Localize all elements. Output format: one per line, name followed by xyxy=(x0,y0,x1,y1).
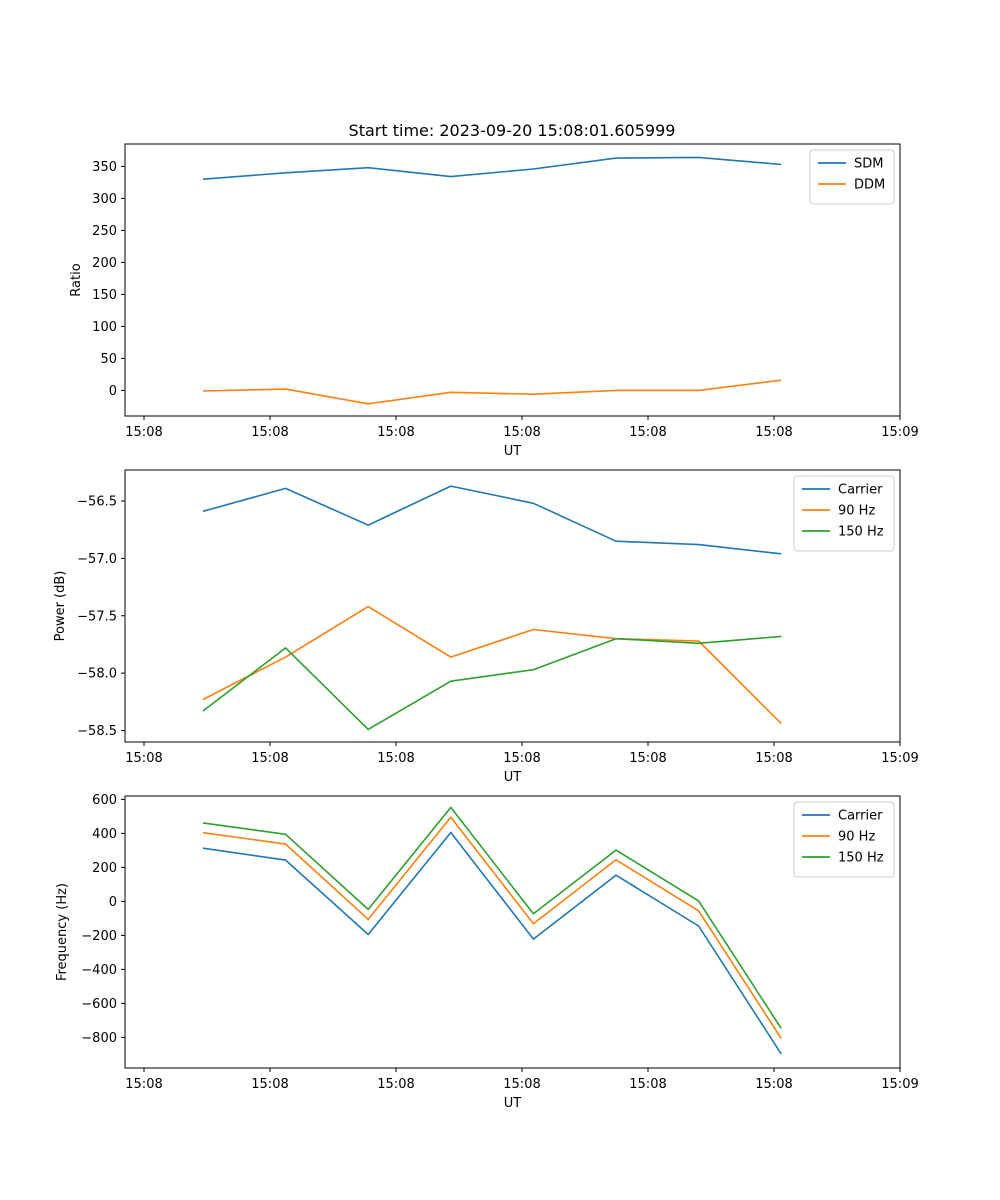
x-axis-label: UT xyxy=(504,1096,522,1111)
x-tick-label: 15:09 xyxy=(881,425,918,440)
legend-entry: Carrier xyxy=(838,483,883,498)
x-tick-label: 15:08 xyxy=(251,751,288,766)
legend-entry: 90 Hz xyxy=(838,830,875,845)
panel-2: 15:08 15:08 15:08 15:08 15:08 15:08 15:09 −56.5… xyxy=(53,469,919,785)
legend-entry: 150 Hz xyxy=(838,851,884,866)
x-tick-label: 15:08 xyxy=(125,751,162,766)
y-tick-label: 300 xyxy=(92,192,117,207)
y-tick-label: −56.5 xyxy=(77,494,117,509)
y-tick-label: 100 xyxy=(92,320,117,335)
series-line-150-hz xyxy=(202,806,782,1029)
y-axis-label: Ratio xyxy=(69,263,84,296)
x-tick-label: 15:08 xyxy=(125,425,162,440)
x-tick-label: 15:08 xyxy=(251,1077,288,1092)
series-line-sdm xyxy=(202,156,782,180)
y-tick-label: −200 xyxy=(81,929,117,944)
x-tick-label: 15:08 xyxy=(251,425,288,440)
y-tick-label: −57.0 xyxy=(77,552,117,567)
chart-title: Start time: 2023-09-20 15:08:01.605999 xyxy=(349,121,676,140)
panel-3: 15:08 15:08 15:08 15:08 15:08 15:08 15:09 600 40… xyxy=(55,793,919,1111)
x-tick-label: 15:08 xyxy=(755,425,792,440)
x-tick-label: 15:09 xyxy=(881,751,918,766)
x-tick-label: 15:08 xyxy=(125,1077,162,1092)
series-line-150-hz xyxy=(202,635,782,731)
legend-entry: Carrier xyxy=(838,809,883,824)
legend-entry: 90 Hz xyxy=(838,504,875,519)
x-tick-label: 15:08 xyxy=(755,1077,792,1092)
x-tick-label: 15:08 xyxy=(377,1077,414,1092)
y-tick-label: 350 xyxy=(92,160,117,175)
y-tick-label: −400 xyxy=(81,963,117,978)
series-line-90-hz xyxy=(202,816,782,1039)
y-tick-label: 0 xyxy=(109,384,117,399)
x-tick-label: 15:08 xyxy=(629,751,666,766)
series-line-carrier xyxy=(202,485,782,555)
x-tick-label: 15:08 xyxy=(377,425,414,440)
x-axis-label: UT xyxy=(504,770,522,785)
series-line-carrier xyxy=(202,831,782,1055)
y-tick-label: −800 xyxy=(81,1031,117,1046)
x-tick-label: 15:09 xyxy=(881,1077,918,1092)
y-tick-label: 150 xyxy=(92,288,117,303)
legend: Carrier 90 Hz 150 Hz xyxy=(793,475,895,552)
x-tick-label: 15:08 xyxy=(503,425,540,440)
legend: Carrier 90 Hz 150 Hz xyxy=(793,801,895,878)
x-tick-label: 15:08 xyxy=(377,751,414,766)
x-tick-label: 15:08 xyxy=(755,751,792,766)
y-tick-label: −57.5 xyxy=(77,609,117,624)
axes-frame xyxy=(124,469,901,743)
y-axis-label: Power (dB) xyxy=(53,571,68,642)
legend-entry: SDM xyxy=(854,157,883,172)
y-axis-label: Frequency (Hz) xyxy=(55,883,70,981)
legend-box xyxy=(793,475,895,552)
legend: SDM DDM xyxy=(809,149,895,205)
axes-frame xyxy=(124,795,901,1069)
y-tick-label: 400 xyxy=(92,827,117,842)
y-tick-label: 250 xyxy=(92,224,117,239)
y-tick-label: 50 xyxy=(100,352,117,367)
y-tick-label: 200 xyxy=(92,256,117,271)
panel-1: 15:08 15:08 15:08 15:08 15:08 15:08 15:09 0 50 10… xyxy=(69,143,919,459)
y-tick-label: 0 xyxy=(109,895,117,910)
y-tick-label: −600 xyxy=(81,997,117,1012)
x-tick-label: 15:08 xyxy=(503,1077,540,1092)
y-tick-label: 600 xyxy=(92,793,117,808)
series-line-90-hz xyxy=(202,605,782,725)
series-line-ddm xyxy=(202,379,782,405)
legend-entry: DDM xyxy=(854,178,885,193)
x-tick-label: 15:08 xyxy=(629,1077,666,1092)
x-tick-label: 15:08 xyxy=(503,751,540,766)
y-tick-label: 200 xyxy=(92,861,117,876)
legend-box xyxy=(793,801,895,878)
axes-frame xyxy=(124,143,901,417)
y-tick-label: −58.5 xyxy=(77,724,117,739)
y-tick-label: −58.0 xyxy=(77,667,117,682)
legend-entry: 150 Hz xyxy=(838,525,884,540)
x-axis-label: UT xyxy=(504,444,522,459)
x-tick-label: 15:08 xyxy=(629,425,666,440)
